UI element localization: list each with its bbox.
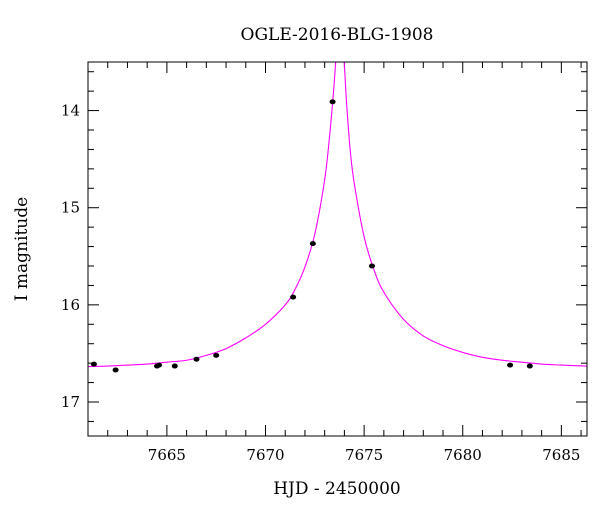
data-point (290, 294, 297, 300)
data-point (193, 356, 200, 362)
data-point (329, 99, 336, 105)
x-tick-label: 7680 (444, 446, 482, 464)
y-tick-label: 16 (61, 296, 80, 314)
data-points-layer (90, 99, 533, 373)
tick-labels: 7665 7670 7675 7680 7685 14 15 16 17 (61, 102, 581, 464)
y-tick-label: 15 (61, 199, 80, 217)
chart-title: OGLE-2016-BLG-1908 (241, 25, 434, 45)
model-curve-layer (88, 62, 587, 368)
data-point (156, 362, 163, 368)
data-point (112, 367, 119, 373)
model-curve (88, 62, 587, 368)
data-point (309, 241, 316, 247)
y-axis-label: I magnitude (12, 197, 32, 301)
x-tick-label: 7665 (148, 446, 186, 464)
y-tick-label: 17 (61, 393, 80, 411)
x-tick-label: 7685 (542, 446, 580, 464)
data-point (507, 362, 514, 368)
data-point (171, 363, 178, 369)
plot-frame (87, 61, 588, 437)
data-point (526, 363, 533, 369)
x-tick-label: 7675 (345, 446, 383, 464)
x-axis-label: HJD - 2450000 (273, 479, 401, 499)
data-point (90, 361, 97, 367)
data-point (369, 263, 376, 269)
data-point (213, 352, 220, 358)
x-tick-label: 7670 (246, 446, 284, 464)
axis-ticks (87, 62, 587, 436)
y-tick-label: 14 (61, 102, 80, 120)
